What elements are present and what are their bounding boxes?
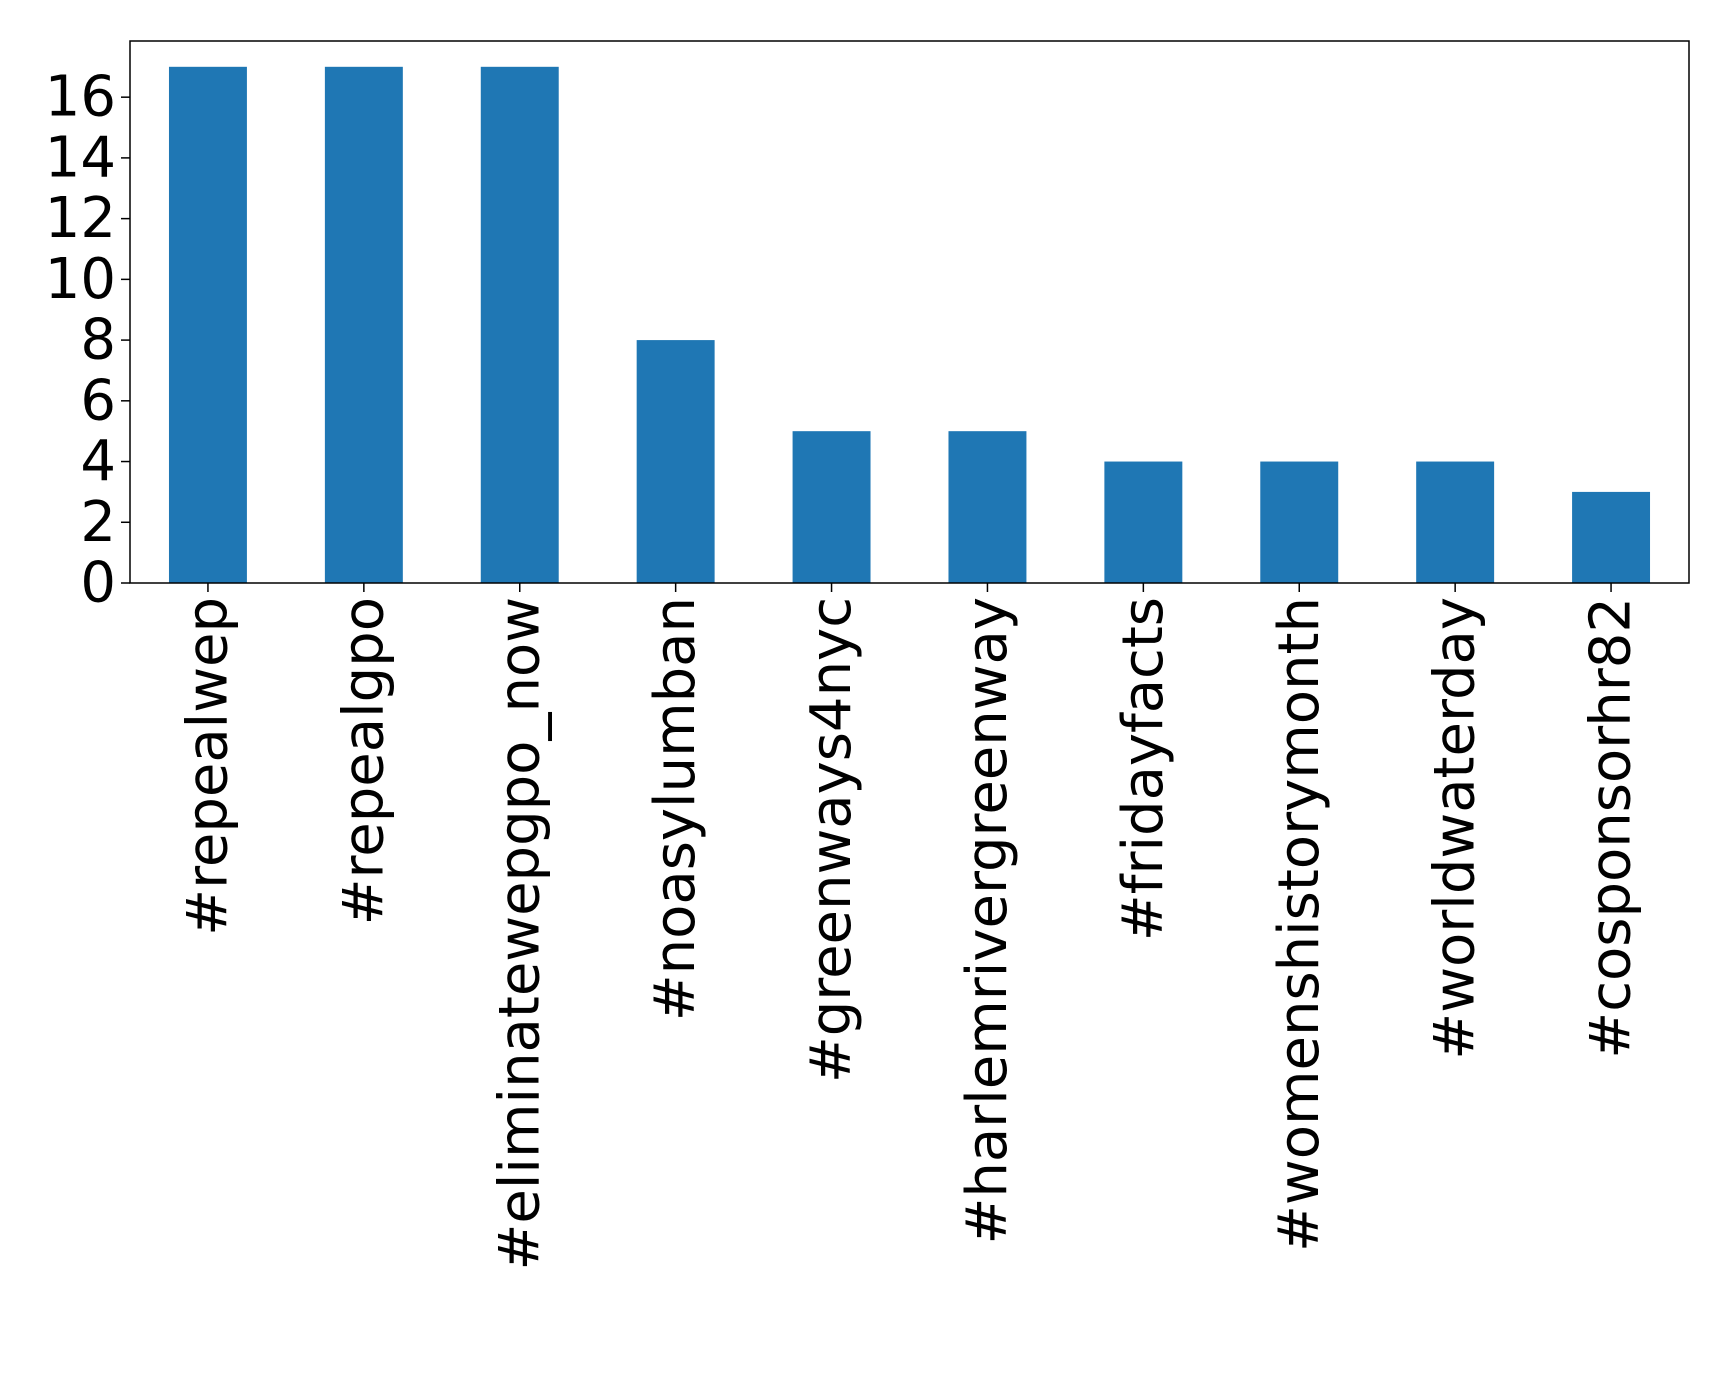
bar-6	[948, 431, 1027, 583]
bar-8	[1260, 461, 1339, 583]
y-tick-label: 12	[45, 186, 116, 251]
bar-1	[168, 66, 247, 583]
x-tick-label: #noasylumban	[643, 597, 708, 1021]
x-tick-label: #greenways4nyc	[799, 597, 864, 1083]
bar-7	[1104, 461, 1183, 583]
x-tick-label: #womenshistorymonth	[1267, 597, 1332, 1252]
x-tick-label: #cosponsorhr82	[1579, 597, 1644, 1059]
y-tick-label: 10	[45, 247, 116, 312]
bars-group	[168, 66, 1651, 583]
x-tick-label: #eliminatewepgpo_now	[487, 597, 552, 1271]
x-tick-label: #repealgpo	[331, 597, 396, 925]
bar-2	[324, 66, 403, 583]
y-tick-label: 8	[80, 308, 116, 373]
bar-10	[1572, 491, 1651, 583]
y-tick-label: 4	[80, 429, 116, 494]
x-tick-label: #repealwep	[175, 597, 240, 936]
y-tick-label: 0	[80, 551, 116, 616]
x-tick-label: #fridayfacts	[1111, 597, 1176, 941]
bar-3	[480, 66, 559, 583]
bar-9	[1416, 461, 1495, 583]
x-tick-label: #harlemrivergreenway	[955, 597, 1020, 1245]
x-axis: #repealwep #repealgpo #eliminatewepgpo_now…	[175, 583, 1644, 1271]
y-tick-label: 16	[45, 65, 116, 130]
plot-frame	[129, 40, 1690, 584]
x-tick-label: #worldwaterday	[1423, 597, 1488, 1060]
bar-4	[636, 340, 715, 583]
y-tick-label: 2	[80, 490, 116, 555]
y-tick-label: 14	[45, 125, 116, 190]
y-tick-label: 6	[80, 368, 116, 433]
bar-5	[792, 431, 871, 583]
